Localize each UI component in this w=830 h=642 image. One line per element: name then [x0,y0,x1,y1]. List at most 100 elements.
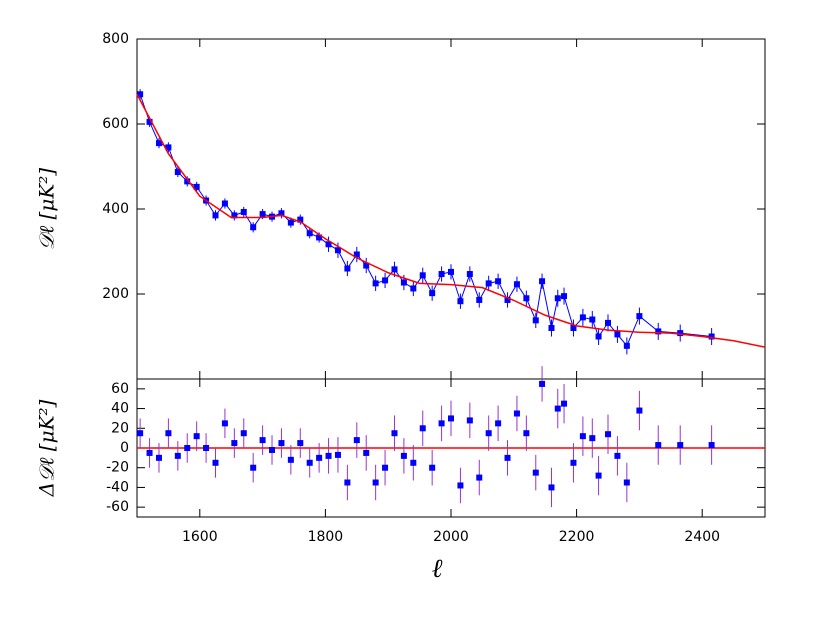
data-point [579,433,586,440]
data-point [448,415,454,422]
data-point [137,430,144,437]
data-point [259,211,266,218]
data-point [287,456,294,463]
x-tick-label: 2400 [684,529,720,545]
data-point [677,330,684,337]
data-point [548,325,555,331]
data-point [457,482,464,489]
data-point [476,474,483,481]
data-point [429,290,436,297]
data-point [334,247,341,254]
data-point [306,459,313,466]
y-tick-label: 600 [102,116,129,132]
data-point [165,430,172,437]
data-point [476,296,483,303]
data-point [513,281,520,288]
data-point [495,278,502,285]
data-point [655,328,662,335]
data-point [221,200,228,207]
data-point [623,479,630,486]
data-point [155,454,162,461]
data-point [400,452,407,459]
data-point [174,452,181,459]
data-point [532,469,539,476]
data-point [287,219,294,226]
data-point [325,241,332,248]
data-point [334,451,341,458]
data-point [325,452,332,459]
data-point [240,208,247,215]
data-point [438,271,445,278]
data-point [485,430,492,437]
data-point [561,293,568,300]
data-point [269,446,276,453]
data-point [438,420,445,427]
data-point [193,433,200,440]
data-point [532,317,539,324]
data-point [605,319,611,326]
data-point [203,445,210,451]
data-point [513,410,520,417]
y-tick-label: 200 [102,286,129,302]
data-point [595,333,602,340]
data-point [561,400,568,407]
x-tick-label: 1800 [308,529,344,545]
y-tick-label: 60 [111,381,129,397]
data-point [391,430,398,437]
data-point [184,178,191,185]
data-point [614,452,621,459]
data-point [579,314,586,321]
data-point [382,464,389,471]
data-point [495,420,502,427]
data-point [539,380,546,387]
data-point [708,333,715,340]
y-tick-label: 20 [111,420,129,436]
plot-frame [136,38,766,380]
data-point [595,472,602,479]
data-point [165,144,172,151]
data-point [655,442,662,449]
data-point [221,420,228,427]
data-point [146,118,153,125]
data-point [485,280,492,287]
data-point [614,331,621,338]
y-tick-label: -40 [106,479,129,495]
data-point [344,479,351,486]
data-point [212,459,219,466]
data-point [231,440,238,447]
data-point [539,278,546,285]
data-point [297,440,304,447]
data-point [570,459,577,466]
y-tick-label: -20 [106,460,129,476]
data-point [554,405,561,412]
data-point [278,440,285,447]
data-point [410,459,417,466]
data-point [193,183,200,190]
data-point [137,91,144,98]
data-point [316,454,323,461]
data-point [548,484,555,491]
data-point [250,464,257,471]
series-line [139,94,712,347]
data-point [623,342,630,349]
y-axis-label: Δ𝒟ℓ [μK²] [35,399,59,497]
y-tick-label: 0 [120,440,129,456]
data-point [184,445,191,451]
data-point [212,212,219,219]
data-point [231,212,238,219]
data-point [419,272,426,279]
data-point [636,407,643,414]
data-point [146,449,153,456]
data-point [504,296,511,303]
data-point [636,313,643,320]
data-point [372,479,379,486]
data-point [155,140,162,147]
data-point [353,437,360,444]
y-tick-label: 40 [111,401,129,417]
data-point [400,279,407,286]
data-point [382,277,389,284]
y-tick-label: 800 [102,31,129,47]
data-point [570,325,577,331]
data-point [363,449,370,456]
